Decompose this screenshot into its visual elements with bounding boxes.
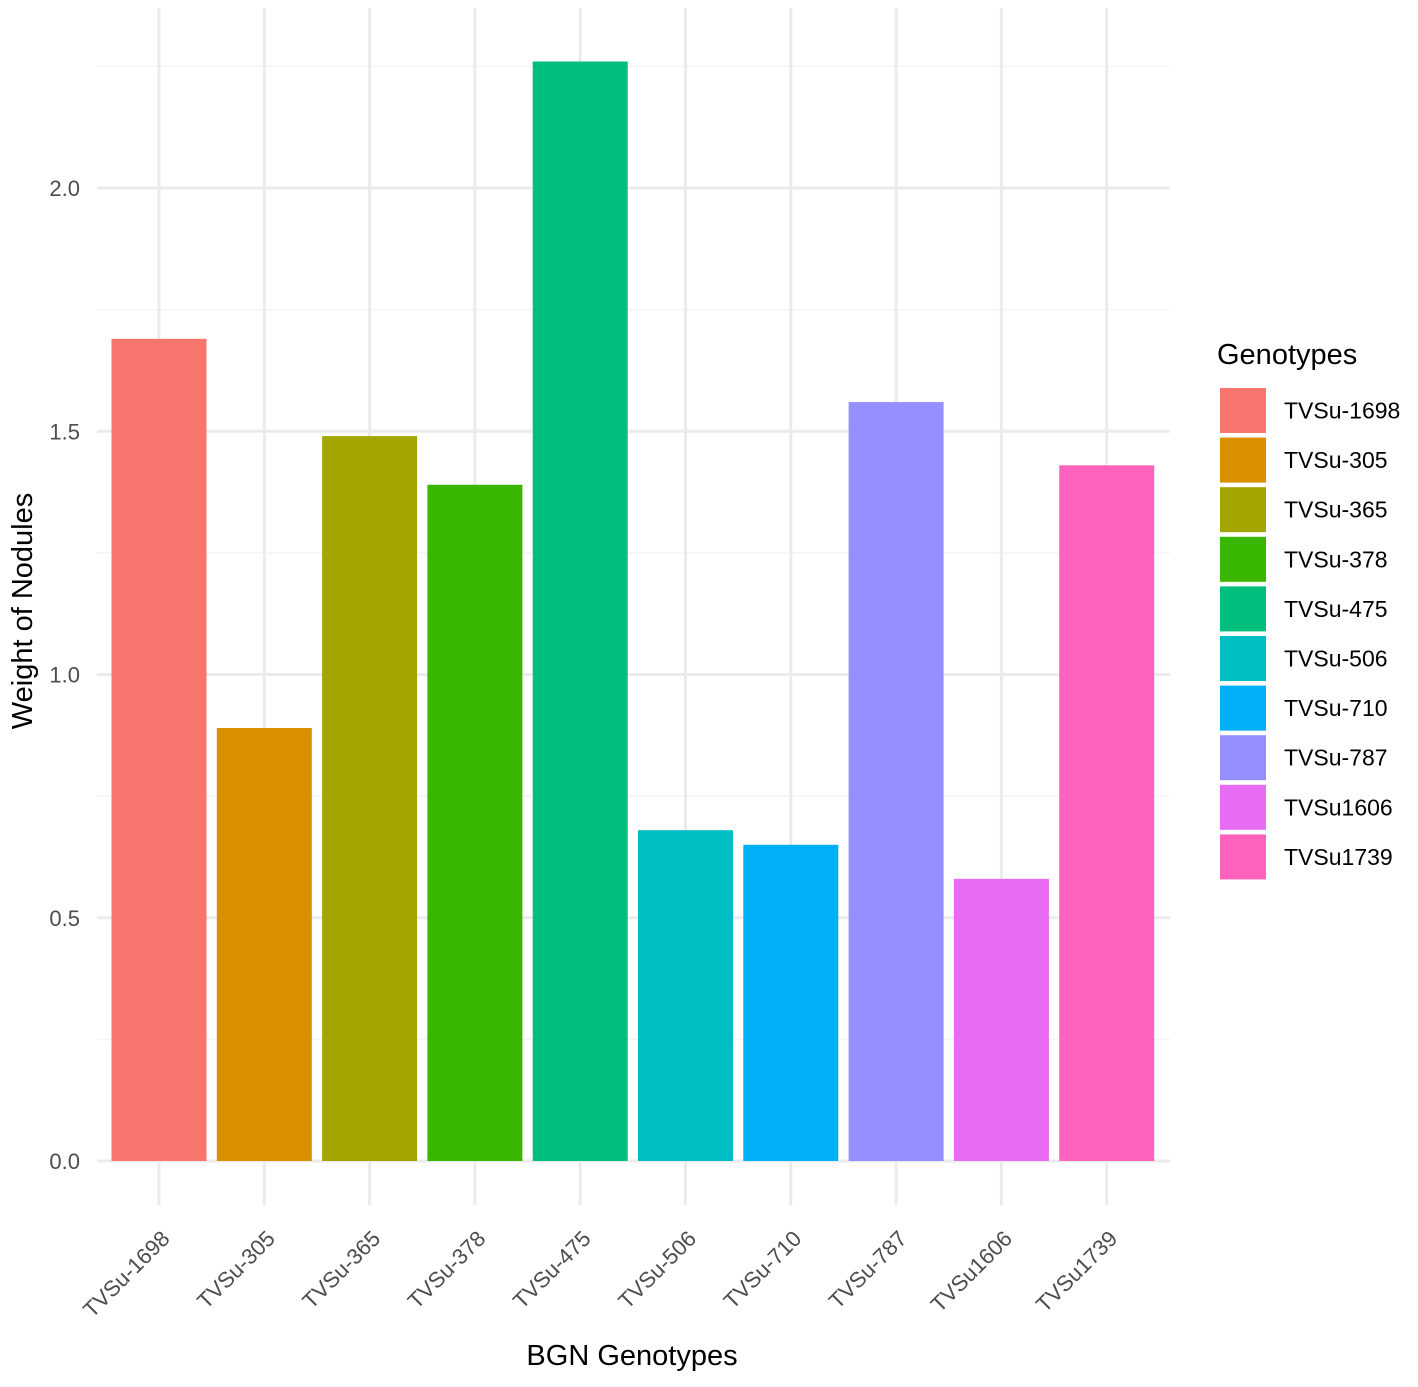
x-tick-label: TVSu-1698: [78, 1226, 174, 1322]
legend-title: Genotypes: [1217, 339, 1357, 371]
bar-tvsu-710: [743, 844, 839, 1161]
legend-label: TVSu-710: [1284, 695, 1388, 721]
y-axis-ticks: 0.0 0.5 1.0 1.5 2.0: [49, 176, 80, 1174]
legend-key: [1220, 586, 1266, 632]
y-tick-label: 0.0: [49, 1149, 80, 1174]
legend-key: [1220, 388, 1266, 433]
y-tick-label: 1.0: [49, 663, 80, 688]
bar-tvsu-378: [427, 484, 523, 1161]
bar-tvsu-506: [638, 830, 733, 1161]
legend-label: TVSu-787: [1284, 745, 1388, 771]
legend-label: TVSu-305: [1284, 447, 1388, 473]
x-tick-label: TVSu-365: [297, 1226, 385, 1314]
y-tick-label: 2.0: [49, 176, 80, 201]
legend-key: [1220, 536, 1266, 582]
bar-tvsu-475: [532, 61, 628, 1161]
bar-tvsu-365: [322, 436, 418, 1161]
legend: Genotypes TVSu-1698 TVSu-305 TVSu-365 TVSu-…: [1217, 339, 1400, 880]
bar-tvsu-787: [848, 402, 944, 1161]
legend-key: [1220, 784, 1266, 830]
legend-key: [1220, 487, 1266, 533]
y-tick-label: 1.5: [49, 419, 80, 444]
x-tick-label: TVSu-475: [508, 1226, 596, 1314]
x-axis-title: BGN Genotypes: [526, 1340, 737, 1372]
legend-label: TVSu1739: [1284, 844, 1393, 870]
bar-tvsu-305: [216, 728, 312, 1161]
legend-key: [1220, 636, 1266, 681]
legend-label: TVSu-1698: [1284, 398, 1400, 424]
legend-label: TVSu-365: [1284, 497, 1388, 523]
x-tick-label: TVSu1606: [926, 1226, 1017, 1317]
y-axis-title: Weight of Nodules: [7, 493, 39, 729]
bar-tvsu-1698: [111, 338, 207, 1161]
x-tick-label: TVSu-787: [824, 1226, 912, 1314]
x-tick-label: TVSu-305: [192, 1226, 280, 1314]
legend-label: TVSu-378: [1284, 546, 1388, 572]
x-tick-label: TVSu-378: [403, 1226, 491, 1314]
bars-layer: [111, 61, 1155, 1161]
legend-key: [1220, 685, 1266, 731]
y-tick-label: 0.5: [49, 906, 80, 931]
legend-label: TVSu-506: [1284, 646, 1388, 672]
bar-tvsu1739: [1059, 465, 1155, 1161]
x-axis-ticks: TVSu-1698 TVSu-305 TVSu-365 TVSu-378 TVSu-47…: [78, 1226, 1122, 1322]
x-tick-label: TVSu-710: [719, 1226, 807, 1314]
bar-tvsu1606: [953, 878, 1049, 1161]
legend-key: [1220, 834, 1266, 880]
legend-key: [1220, 437, 1266, 483]
x-tick-label: TVSu1739: [1031, 1226, 1122, 1317]
legend-label: TVSu-475: [1284, 596, 1388, 622]
legend-label: TVSu1606: [1284, 794, 1393, 820]
legend-key: [1220, 735, 1266, 781]
x-tick-label: TVSu-506: [613, 1226, 701, 1314]
